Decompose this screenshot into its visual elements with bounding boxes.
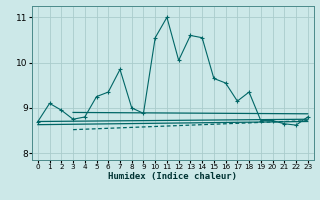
X-axis label: Humidex (Indice chaleur): Humidex (Indice chaleur) [108,172,237,181]
